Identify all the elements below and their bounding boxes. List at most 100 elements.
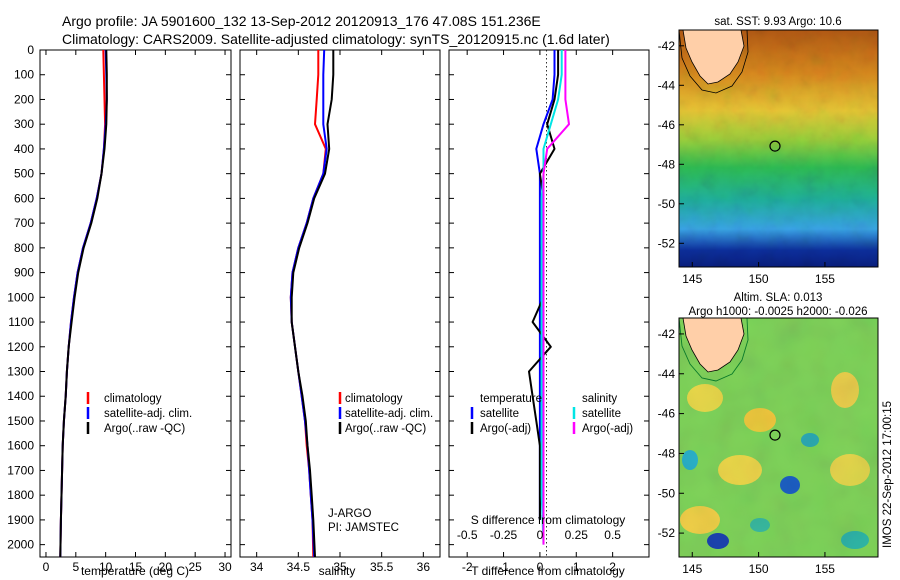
pi-annotation: PI: JAMSTEC: [328, 522, 399, 534]
sst-map-panel: sat. SST: 9.93 Argo: 10.6 145 150 155 -42 -4…: [658, 16, 879, 286]
temperature-x-axis: 0 5 10 15 20 25 30: [43, 50, 232, 574]
temperature-legend: climatology satellite-adj. clim. Argo(..…: [86, 392, 192, 435]
argo-position-marker: [769, 140, 781, 152]
x-tick-label: 0: [43, 560, 50, 574]
y-tick-label: 200: [14, 92, 34, 106]
y-tick-label: 1900: [7, 513, 34, 527]
tasmania-land: [682, 318, 745, 373]
series-line-salinity-argo-adj-: [542, 50, 570, 545]
x-tick-label: 34: [250, 560, 264, 574]
temperature-axes-box: [39, 49, 232, 558]
x-tick-label: 35.5: [370, 560, 394, 574]
y-tick-label: 1800: [7, 488, 34, 502]
x-tick-label: -1: [498, 560, 509, 574]
x-tick-label: 10: [99, 560, 113, 574]
salinity-x-axis: 34 34.5 35 35.5 36: [250, 50, 430, 574]
map-y-tick-label: -52: [658, 236, 676, 250]
s-tick-label: 0.25: [565, 528, 589, 542]
x-tick-label: 1: [573, 560, 580, 574]
y-tick-label: 1700: [7, 463, 34, 477]
temperature-xlabel: temperature (deg C): [81, 564, 189, 578]
map-y-tick-label: -48: [658, 446, 676, 460]
map-x-tick-label: 145: [682, 272, 702, 286]
series-line-argo-raw-qc-: [59, 50, 108, 557]
creation-stamp: IMOS 22-Sep-2012 17:00:15: [882, 401, 894, 548]
header-line-1: Argo profile: JA 5901600_132 13-Sep-2012…: [62, 13, 541, 29]
sst-map-frame: [678, 29, 879, 268]
map-y-tick-label: -42: [658, 39, 676, 53]
y-tick-label: 1600: [7, 439, 34, 453]
x-tick-label: 34.5: [287, 560, 311, 574]
difference-lines: [528, 50, 570, 545]
s-diff-xlabel: S difference from climatology: [471, 513, 626, 527]
y-tick-label: 1400: [7, 389, 34, 403]
argo-position-marker: [769, 429, 781, 441]
x-tick-label: 5: [72, 560, 79, 574]
y-tick-label: 1300: [7, 365, 34, 379]
sla-map-frame: [678, 317, 879, 558]
x-tick-label: 20: [159, 560, 173, 574]
sla-map-title-2: Argo h1000: -0.0025 h2000: -0.026: [688, 306, 867, 318]
legend-heading-salinity: salinity: [582, 393, 617, 405]
shelf-contour: [679, 30, 749, 94]
y-tick-label: 0: [27, 43, 34, 57]
legend-heading-temperature: temperature: [480, 393, 542, 405]
temperature-lines: [59, 50, 108, 557]
float-annotation: J-ARGO: [328, 508, 372, 520]
y-tick-label: 2000: [7, 538, 34, 552]
shelf-contour: [679, 318, 749, 382]
map-y-tick-label: -44: [658, 78, 676, 92]
legend-label: satellite: [582, 408, 621, 420]
sst-map-axes: 145 150 155 -42 -44 -46 -48 -50 -52: [658, 39, 836, 286]
difference-x-axis: -2 -1 0 1 2: [462, 50, 616, 574]
s-tick-label: 0: [537, 528, 544, 542]
legend-label: climatology: [104, 393, 162, 405]
legend-label: Argo(-adj): [582, 423, 633, 435]
s-tick-label: 0.5: [604, 528, 621, 542]
sla-map-panel: Altim. SLA: 0.013 Argo h1000: -0.0025 h2…: [658, 292, 879, 576]
temperature-panel: 0100200300400500600700800900100011001200…: [7, 43, 232, 578]
y-tick-label: 300: [14, 117, 34, 131]
map-y-tick-label: -44: [658, 367, 676, 381]
y-tick-label: 800: [14, 241, 34, 255]
map-x-tick-label: 145: [682, 562, 702, 576]
legend-label: satellite: [480, 408, 519, 420]
legend-label: climatology: [345, 393, 403, 405]
legend-label: Argo(-adj): [480, 423, 531, 435]
map-y-tick-label: -50: [658, 486, 676, 500]
y-tick-label: 1000: [7, 290, 34, 304]
y-tick-label: 700: [14, 216, 34, 230]
y-tick-label: 900: [14, 266, 34, 280]
legend-label: satellite-adj. clim.: [104, 408, 192, 420]
depth-axis: 0 100 200 300 400 500 600 700 800 900 1000 1100 1200…: [7, 43, 231, 552]
sst-map-title: sat. SST: 9.93 Argo: 10.6: [714, 16, 841, 28]
map-y-tick-label: -46: [658, 407, 676, 421]
s-tick-label: -0.5: [457, 528, 478, 542]
map-y-tick-label: -46: [658, 118, 676, 132]
t-diff-xlabel: T difference from climatology: [471, 564, 625, 578]
x-tick-label: 25: [189, 560, 203, 574]
map-y-tick-label: -50: [658, 197, 676, 211]
salinity-legend: climatology satellite-adj. clim. Argo(..…: [338, 392, 433, 435]
y-tick-label: 1200: [7, 340, 34, 354]
difference-axes-box: [448, 49, 650, 558]
map-y-tick-label: -48: [658, 157, 676, 171]
y-tick-label: 1100: [8, 315, 34, 329]
difference-panel: -2 -1 0 1 2 T difference from climatology S …: [448, 49, 650, 578]
difference-y-ticks: [449, 49, 649, 546]
y-tick-label: 500: [14, 167, 34, 181]
x-tick-label: 0: [537, 560, 544, 574]
x-tick-label: 35: [333, 560, 347, 574]
s-tick-label: -0.25: [490, 528, 518, 542]
x-tick-label: -2: [462, 560, 473, 574]
x-tick-label: 2: [609, 560, 616, 574]
map-x-tick-label: 155: [815, 272, 835, 286]
y-tick-label: 400: [14, 142, 34, 156]
series-line-argo-raw-qc-: [290, 50, 335, 557]
y-tick-label: 600: [14, 191, 34, 205]
map-x-tick-label: 155: [815, 562, 835, 576]
salinity-lines: [289, 50, 335, 557]
legend-label: Argo(..raw -QC): [345, 423, 426, 435]
series-line-salinity-satellite: [540, 50, 563, 545]
